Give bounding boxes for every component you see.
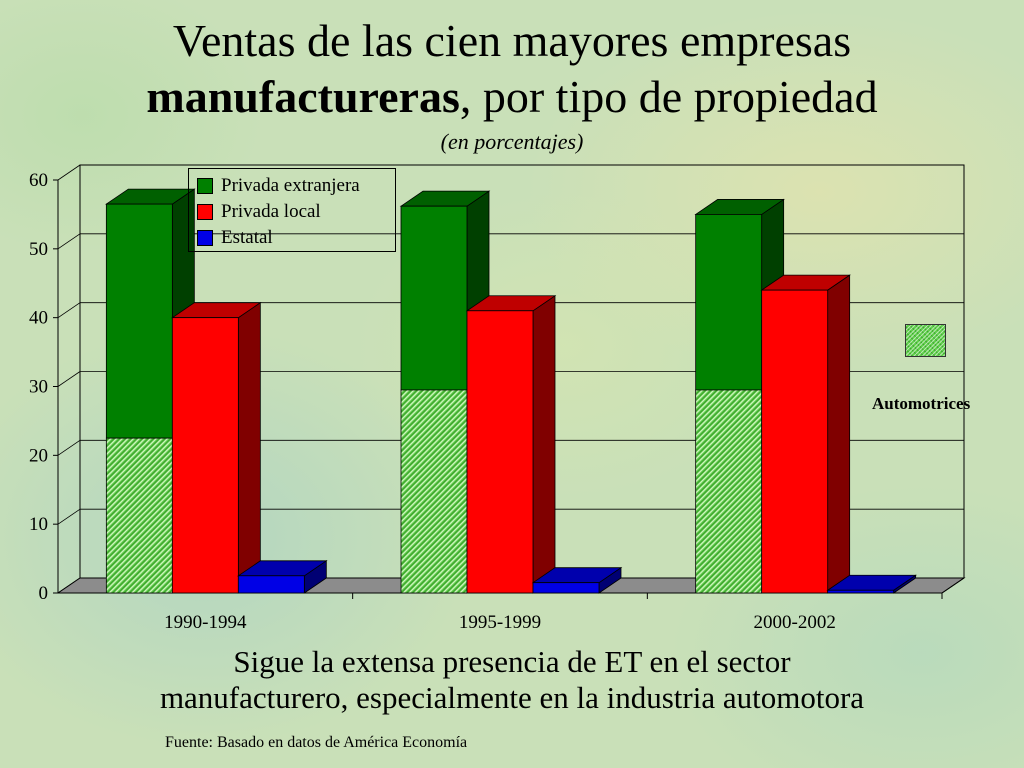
bar-chart: 0 10 20 30 40 50 60 1990-1994 1995-1999 2000-2002 (29, 164, 966, 633)
x-tick-label: 2000-2002 (754, 612, 836, 633)
gridline-side (57, 302, 81, 318)
y-tick-label: 0 (39, 583, 49, 604)
chart-title-bold: manufactureras (146, 71, 460, 122)
source-note: Fuente: Basado en datos de América Econo… (165, 734, 468, 751)
bar-1-front (761, 289, 829, 594)
y-tick-label: 30 (29, 377, 48, 398)
bar-1-side (532, 295, 556, 594)
chart-title-rest: , por tipo de propiedad (459, 71, 878, 122)
y-tick-label: 20 (29, 445, 48, 466)
bar-0-front (400, 205, 468, 391)
legend-label-estatal: Estatal (221, 227, 273, 248)
bar-2-front (237, 575, 305, 594)
bar-0-automotrices-front (400, 389, 468, 594)
legend-swatch-privada-extranjera (197, 178, 213, 194)
x-axis-depth (941, 577, 965, 594)
bar-0-front (695, 214, 763, 391)
automotrices-label: Automotrices (872, 394, 971, 413)
gridline-side (57, 440, 81, 456)
bar-1-front (171, 317, 239, 594)
legend-swatch-estatal (197, 230, 213, 246)
legend-swatch-privada-local (197, 204, 213, 220)
x-tick-label: 1990-1994 (164, 612, 247, 633)
gridline-side (57, 508, 81, 525)
y-tick-label: 40 (29, 308, 48, 329)
gridline-side (57, 233, 81, 250)
legend-item-privada-extranjera: Privada extranjera (189, 173, 395, 199)
x-tick-label: 1995-1999 (459, 612, 541, 633)
bar-2-front (532, 582, 600, 594)
slide-caption: Sigue la extensa presencia de ET en el s… (0, 644, 1024, 716)
legend-item-estatal: Estatal (189, 225, 395, 251)
bar-1-front (466, 310, 534, 594)
bar-2-front (827, 589, 895, 594)
bar-1-side (827, 274, 851, 594)
legend-item-privada-local: Privada local (189, 199, 395, 225)
gridline-side (57, 164, 81, 181)
caption-line1: Sigue la extensa presencia de ET en el s… (233, 644, 791, 679)
y-tick-label: 60 (29, 170, 48, 191)
caption-line2: manufacturero, especialmente en la indus… (159, 680, 865, 715)
bar-1-side (237, 301, 261, 594)
chart-title-line1: Ventas de las cien mayores empresas (172, 15, 852, 66)
bar-0-automotrices-front (105, 437, 173, 594)
gridline-side (57, 371, 81, 387)
bar-0-automotrices-front (695, 389, 763, 594)
y-tick-label: 10 (29, 514, 48, 535)
chart-title-line2: manufactureras, por tipo de propiedad (0, 70, 1024, 124)
chart-legend: Privada extranjera Privada local Estatal (188, 168, 396, 252)
chart-subtitle: (en porcentajes) (440, 129, 584, 154)
legend-label-privada-extranjera: Privada extranjera (221, 175, 360, 196)
bar-0-front (105, 203, 173, 439)
legend-label-privada-local: Privada local (221, 201, 321, 222)
y-tick-label: 50 (29, 239, 48, 260)
automotrices-swatch (905, 324, 946, 357)
